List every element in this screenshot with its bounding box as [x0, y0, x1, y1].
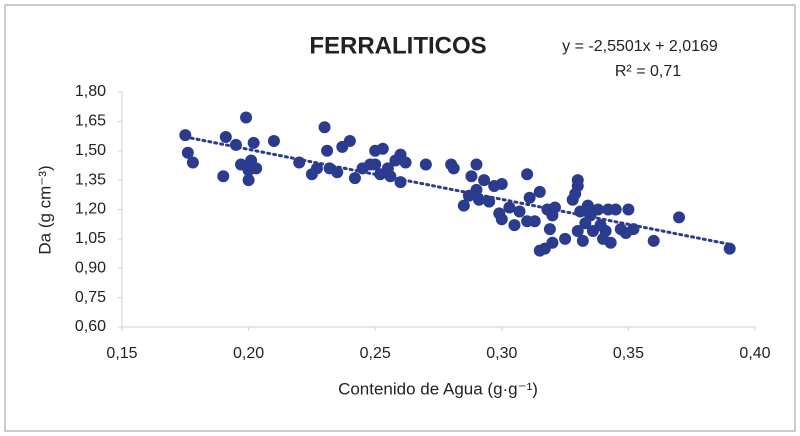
point — [394, 176, 407, 189]
x-tick-label: 0,40 — [739, 345, 770, 362]
point — [622, 203, 635, 216]
y-tick-label: 0,60 — [75, 318, 106, 335]
point — [240, 111, 253, 124]
y-tick-label: 1,50 — [75, 142, 106, 159]
point — [186, 156, 199, 169]
point — [508, 219, 521, 232]
point — [470, 183, 483, 196]
point — [267, 134, 280, 147]
frame — [4, 4, 796, 432]
point — [470, 158, 483, 171]
point — [179, 129, 192, 142]
point — [457, 199, 470, 212]
point — [483, 195, 496, 208]
point — [673, 211, 686, 224]
point — [419, 158, 432, 171]
point — [293, 156, 306, 169]
y-tick-label: 1,05 — [75, 230, 106, 247]
point — [310, 162, 323, 175]
point — [473, 193, 486, 206]
trendline — [183, 135, 732, 246]
point — [503, 201, 516, 214]
point — [318, 121, 331, 134]
point — [478, 174, 491, 187]
point — [543, 223, 556, 236]
point — [523, 191, 536, 204]
point — [576, 234, 589, 247]
point — [229, 138, 242, 151]
point — [513, 205, 526, 218]
point — [609, 203, 622, 216]
point — [331, 166, 344, 179]
y-tick-label: 1,35 — [75, 171, 106, 188]
point — [348, 172, 361, 185]
point — [581, 199, 594, 212]
point — [321, 144, 334, 157]
point — [495, 213, 508, 226]
point — [495, 178, 508, 191]
point — [242, 174, 255, 187]
point — [219, 131, 232, 144]
point — [723, 242, 736, 255]
y-tick-label: 1,65 — [75, 113, 106, 130]
point — [528, 215, 541, 228]
point — [247, 136, 260, 149]
point — [465, 170, 478, 183]
point — [447, 162, 460, 175]
x-tick-label: 0,15 — [106, 345, 137, 362]
point — [369, 158, 382, 171]
y-axis-label: Da (g cm⁻³) — [35, 165, 54, 254]
point — [592, 203, 605, 216]
r-squared: R² = 0,71 — [615, 63, 681, 80]
point — [343, 134, 356, 147]
point — [384, 170, 397, 183]
point — [647, 234, 660, 247]
point — [533, 185, 546, 198]
point — [627, 223, 640, 236]
point — [181, 146, 194, 159]
equation: y = -2,5501x + 2,0169 — [562, 38, 718, 55]
point — [559, 232, 572, 245]
point — [546, 236, 559, 249]
point — [599, 225, 612, 238]
point — [571, 180, 584, 192]
point — [548, 201, 561, 214]
x-tick-label: 0,30 — [486, 345, 517, 362]
point — [376, 142, 389, 155]
x-tick-label: 0,20 — [233, 345, 264, 362]
point — [604, 236, 617, 249]
chart-title: FERRALITICOS — [309, 32, 486, 59]
point — [217, 170, 230, 183]
y-tick-label: 1,80 — [75, 83, 106, 100]
x-tick-label: 0,25 — [360, 345, 391, 362]
point — [399, 156, 412, 169]
point — [571, 225, 584, 238]
point — [521, 168, 534, 181]
x-axis-label: Contenido de Agua (g·g⁻¹) — [338, 379, 538, 398]
x-tick-label: 0,35 — [613, 345, 644, 362]
y-tick-label: 0,75 — [75, 289, 106, 306]
point — [250, 162, 263, 175]
y-tick-label: 1,20 — [75, 201, 106, 218]
y-tick-label: 0,90 — [75, 259, 106, 276]
